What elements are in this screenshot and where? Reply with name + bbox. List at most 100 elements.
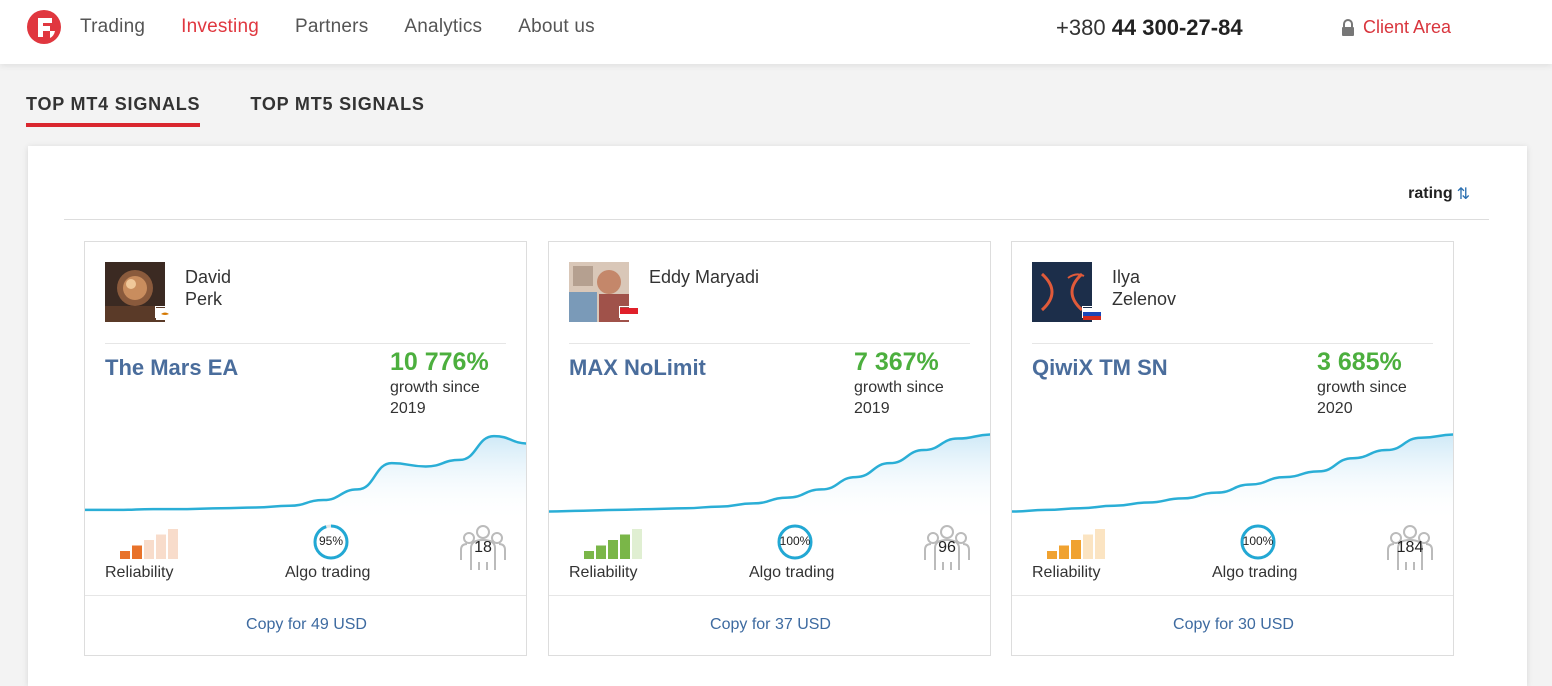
reliability-bar (1095, 529, 1105, 559)
growth-label: growth since (390, 379, 480, 396)
trader-info: David Perk (105, 262, 506, 344)
subscribers-icon (1387, 525, 1433, 570)
subscribers-count: 184 (1396, 539, 1424, 556)
reliability-bar (620, 534, 630, 559)
reliability-bar (1071, 540, 1081, 559)
nav-partners[interactable]: Partners (294, 16, 369, 37)
subscribers-count: 96 (938, 539, 956, 556)
country-flag-icon (619, 306, 638, 320)
reliability-bar (132, 545, 142, 559)
card-stats: Reliability 100% Algo trading 96 (549, 524, 990, 596)
reliability-bars-icon (1047, 529, 1105, 559)
reliability-bars-icon (120, 529, 178, 559)
client-area-label: Client Area (1363, 17, 1452, 37)
growth-block: 10 776% growth since 2019 (390, 348, 520, 419)
algo-trading-gauge (777, 524, 813, 560)
reliability-bars-icon (584, 529, 642, 559)
site-header: Trading Investing Partners Analytics Abo… (0, 0, 1552, 64)
card-stats: Reliability 100% Algo trading 184 (1012, 524, 1453, 596)
trader-name[interactable]: David Perk (185, 266, 345, 310)
signals-panel: rating ⇅ David Perk The Mars EA 10 776% … (28, 146, 1527, 686)
growth-line (549, 433, 990, 513)
client-area-link[interactable]: Client Area (1340, 17, 1451, 38)
reliability-label: Reliability (569, 564, 638, 581)
strategy-name[interactable]: The Mars EA (105, 355, 239, 380)
nav-analytics[interactable]: Analytics (404, 16, 483, 37)
divider (64, 219, 1489, 220)
signal-card[interactable]: David Perk The Mars EA 10 776% growth si… (84, 241, 527, 656)
algo-trading-gauge (1240, 524, 1276, 560)
trader-info: Eddy Maryadi (569, 262, 970, 344)
tab-top-mt4-signals[interactable]: TOP MT4 SIGNALS (26, 94, 201, 127)
reliability-bar (608, 540, 618, 559)
nav-about-us[interactable]: About us (518, 16, 595, 37)
reliability-bar (120, 551, 130, 559)
algo-trading-value: 100% (779, 534, 811, 548)
trader-first-name: Eddy Maryadi (649, 267, 760, 287)
growth-chart (549, 433, 990, 522)
growth-chart (85, 434, 526, 522)
phone-prefix: +380 (1056, 15, 1106, 40)
algo-trading-value: 95% (318, 534, 344, 548)
growth-block: 3 685% growth since 2020 (1317, 348, 1447, 419)
growth-line (85, 434, 526, 512)
subscribers-icon (460, 525, 506, 570)
reliability-bar (584, 551, 594, 559)
copy-button[interactable]: Copy for 30 USD (1173, 616, 1294, 633)
sort-label: rating (1408, 185, 1453, 202)
copy-button[interactable]: Copy for 49 USD (246, 616, 367, 633)
growth-value: 7 367% (854, 348, 939, 376)
tab-top-mt5-signals[interactable]: TOP MT5 SIGNALS (250, 94, 425, 114)
growth-year: 2019 (854, 400, 890, 417)
algo-progress-ring (313, 524, 349, 560)
reliability-bar (1083, 534, 1093, 559)
phone-number[interactable]: +380 44 300-27-84 (1056, 15, 1243, 41)
reliability-bar (632, 529, 642, 559)
growth-value: 10 776% (390, 348, 489, 376)
growth-block: 7 367% growth since 2019 (854, 348, 984, 419)
algo-trading-label: Algo trading (1212, 564, 1298, 581)
phone-digits: 44 300-27-84 (1111, 15, 1243, 40)
growth-year: 2020 (1317, 400, 1353, 417)
growth-area (549, 434, 990, 522)
country-flag-icon (155, 306, 174, 320)
main-nav: Trading Investing Partners Analytics Abo… (80, 16, 631, 38)
card-stats: Reliability 95% Algo trading 18 (85, 524, 526, 596)
growth-line (1012, 433, 1453, 513)
growth-label: growth since (854, 379, 944, 396)
algo-progress-ring (777, 524, 813, 560)
trader-name[interactable]: Eddy Maryadi (649, 266, 809, 288)
growth-label: growth since (1317, 379, 1407, 396)
nav-investing[interactable]: Investing (181, 16, 259, 37)
reliability-bar (144, 540, 154, 559)
growth-value: 3 685% (1317, 348, 1402, 376)
signal-card[interactable]: Ilya Zelenov QiwiX TM SN 3 685% growth s… (1011, 241, 1454, 656)
trader-last-name: Perk (185, 289, 223, 309)
growth-area (85, 436, 526, 522)
country-flag-icon (1082, 306, 1101, 320)
brand-logo-icon[interactable] (26, 9, 62, 45)
nav-trading[interactable]: Trading (80, 16, 146, 37)
strategy-name[interactable]: QiwiX TM SN (1032, 355, 1168, 380)
growth-area (1012, 434, 1453, 522)
algo-trading-label: Algo trading (285, 564, 371, 581)
reliability-bar (156, 534, 166, 559)
reliability-label: Reliability (1032, 564, 1101, 581)
lock-icon (1342, 18, 1354, 36)
trader-info: Ilya Zelenov (1032, 262, 1433, 344)
trader-first-name: David (185, 267, 232, 287)
growth-year: 2019 (390, 400, 426, 417)
algo-trading-gauge (313, 524, 349, 560)
growth-chart (1012, 433, 1453, 522)
subscribers-count: 18 (474, 539, 492, 556)
signal-card[interactable]: Eddy Maryadi MAX NoLimit 7 367% growth s… (548, 241, 991, 656)
subscribers-icon (924, 525, 970, 570)
trader-name[interactable]: Ilya Zelenov (1112, 266, 1272, 310)
sort-by-rating[interactable]: rating ⇅ (1408, 184, 1470, 204)
trader-first-name: Ilya (1112, 267, 1141, 287)
copy-button[interactable]: Copy for 37 USD (710, 616, 831, 633)
strategy-name[interactable]: MAX NoLimit (569, 355, 706, 380)
reliability-bar (168, 529, 178, 559)
reliability-bar (1059, 545, 1069, 559)
algo-progress-ring (1240, 524, 1276, 560)
